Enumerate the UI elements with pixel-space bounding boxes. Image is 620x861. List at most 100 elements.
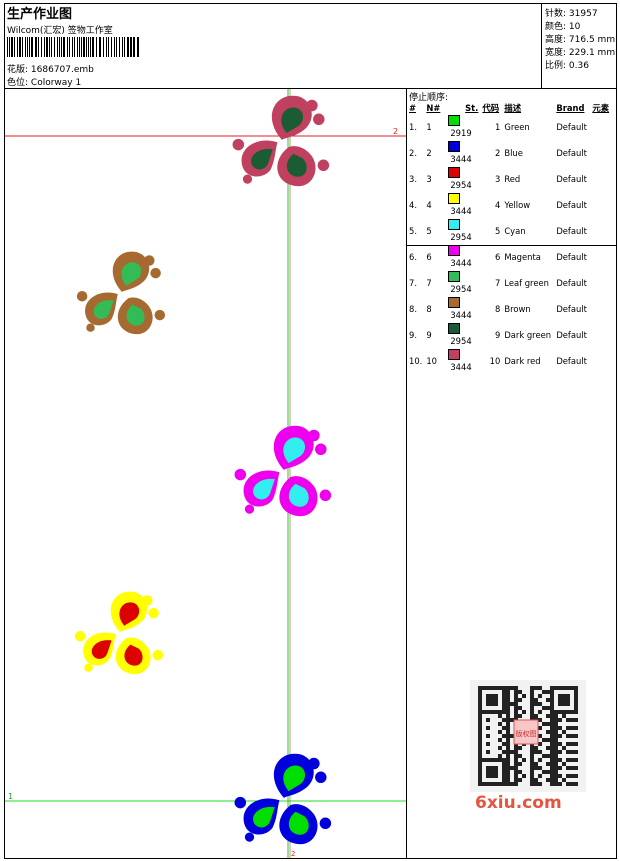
- row-code: 8: [494, 303, 501, 314]
- row-code: 10: [489, 355, 501, 366]
- row-index: 9.: [409, 329, 417, 340]
- row-brand: Default: [556, 355, 587, 366]
- row-index: 5.: [409, 225, 417, 236]
- table-row: 7. 7 2954 7 Leaf green Default: [407, 270, 611, 296]
- row-element: [590, 270, 611, 296]
- design-value: 1686707.emb: [30, 65, 94, 75]
- barcode: [7, 37, 139, 57]
- row-stitches: 2954: [446, 270, 480, 296]
- row-stitches: 2954: [446, 218, 480, 244]
- row-description: Green: [504, 121, 530, 132]
- table-row: 10. 10 3444 10 Dark red Default: [407, 348, 611, 374]
- row-code: 2: [494, 147, 501, 158]
- stat-height: 高度: 716.5 mm: [545, 35, 616, 45]
- color-swatch: [448, 167, 461, 178]
- col-number: N#: [426, 102, 441, 113]
- row-code: 7: [494, 277, 501, 288]
- color-stop-table: # N# St. 代码 描述 Brand 元素 1. 1 2919 1 Green Def…: [407, 101, 611, 374]
- row-stitches: 3444: [446, 192, 480, 218]
- row-code: 1: [494, 121, 501, 132]
- row-element: [590, 140, 611, 166]
- stat-stitches: 针数: 31957: [545, 9, 598, 19]
- stat-width: 宽度: 229.1 mm: [545, 48, 616, 58]
- row-index: 7.: [409, 277, 417, 288]
- row-code: 9: [494, 329, 501, 340]
- row-stitches: 3444: [446, 296, 480, 322]
- table-row: 8. 8 3444 8 Brown Default: [407, 296, 611, 322]
- col-element: 元素: [592, 102, 610, 113]
- colorway: 色位: Colorway 1: [7, 75, 81, 88]
- row-number: 7: [426, 277, 432, 288]
- table-header-row: # N# St. 代码 描述 Brand 元素: [407, 101, 611, 114]
- col-stitches: St.: [465, 102, 479, 113]
- row-number: 10: [426, 355, 437, 366]
- row-description: Yellow: [504, 199, 531, 210]
- row-number: 4: [426, 199, 432, 210]
- row-number: 1: [426, 121, 432, 132]
- row-brand: Default: [556, 121, 587, 132]
- row-element: [590, 348, 611, 374]
- motif-green: [234, 753, 332, 845]
- stat-scale: 比例: 0.36: [545, 61, 589, 71]
- row-element: [590, 114, 611, 140]
- row-stitches: 3444: [446, 348, 480, 374]
- col-code: 代码: [482, 102, 500, 113]
- stitch-count: 3444: [450, 362, 472, 372]
- stitch-count: 2919: [450, 128, 472, 138]
- embroidery-preview: 2 1 2: [5, 89, 406, 858]
- motif-leaf-green: [76, 251, 166, 335]
- color-swatch: [448, 219, 461, 230]
- stops-divider: [406, 245, 617, 246]
- table-row: 2. 2 3444 2 Blue Default: [407, 140, 611, 166]
- stitch-count: 3444: [450, 154, 472, 164]
- stat-colors: 颜色: 10: [545, 22, 581, 32]
- row-number: 6: [426, 251, 432, 262]
- motif-cyan: [234, 425, 332, 517]
- table-row: 9. 9 2954 9 Dark green Default: [407, 322, 611, 348]
- row-brand: Default: [556, 199, 587, 210]
- stitch-count: 2954: [450, 180, 472, 190]
- row-description: Magenta: [504, 251, 541, 262]
- color-swatch: [448, 323, 461, 334]
- row-code: 4: [494, 199, 501, 210]
- stitch-count: 3444: [450, 258, 472, 268]
- row-description: Red: [504, 173, 521, 184]
- table-row: 6. 6 3444 6 Magenta Default: [407, 244, 611, 270]
- color-swatch: [448, 193, 461, 204]
- row-description: Blue: [504, 147, 523, 158]
- row-brand: Default: [556, 147, 587, 158]
- row-number: 5: [426, 225, 432, 236]
- stitch-count: 2954: [450, 232, 472, 242]
- row-number: 8: [426, 303, 432, 314]
- table-row: 3. 3 2954 3 Red Default: [407, 166, 611, 192]
- row-index: 3.: [409, 173, 417, 184]
- row-stitches: 2919: [446, 114, 480, 140]
- row-brand: Default: [556, 251, 587, 262]
- row-index: 2.: [409, 147, 417, 158]
- row-stitches: 2954: [446, 322, 480, 348]
- color-swatch: [448, 141, 461, 152]
- row-description: Leaf green: [504, 277, 549, 288]
- row-element: [590, 244, 611, 270]
- marker-top: 2: [393, 127, 398, 136]
- row-brand: Default: [556, 225, 587, 236]
- row-brand: Default: [556, 329, 587, 340]
- row-code: 5: [494, 225, 501, 236]
- color-swatch: [448, 115, 461, 126]
- row-stitches: 3444: [446, 140, 480, 166]
- row-number: 3: [426, 173, 432, 184]
- design-file: 花版: 1686707.emb: [7, 62, 94, 75]
- colorway-label: 色位:: [7, 78, 29, 88]
- motif-dark-green: [232, 95, 330, 187]
- row-number: 2: [426, 147, 432, 158]
- row-number: 9: [426, 329, 432, 340]
- row-stitches: 2954: [446, 166, 480, 192]
- row-brand: Default: [556, 173, 587, 184]
- row-description: Dark green: [504, 329, 552, 340]
- row-element: [590, 322, 611, 348]
- col-index: #: [409, 102, 417, 113]
- marker-bottom: 1: [8, 792, 13, 801]
- stamp-text: 版权图: [516, 729, 537, 738]
- stitch-count: 3444: [450, 206, 472, 216]
- company-name: Wilcom(汇宏) 签物工作室: [7, 26, 113, 36]
